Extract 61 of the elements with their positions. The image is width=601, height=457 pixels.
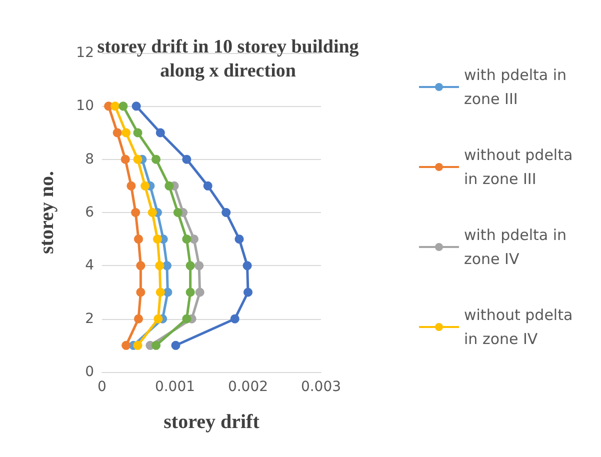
point <box>171 340 180 350</box>
point <box>140 181 150 190</box>
legend-label: with pdelta in zone IV <box>464 226 572 268</box>
point <box>154 314 163 324</box>
point <box>156 128 165 138</box>
point <box>203 181 212 190</box>
point <box>122 340 131 350</box>
legend-label: with pdelta in zone III <box>464 66 572 108</box>
point <box>195 288 204 297</box>
point <box>162 261 172 270</box>
legend-label: without pdelta in zone IV <box>464 306 578 348</box>
point <box>110 102 120 111</box>
point <box>126 181 136 190</box>
y-tick-label: 8 <box>85 151 94 168</box>
y-tick-label: 6 <box>85 204 94 220</box>
point <box>133 128 142 138</box>
y-axis-title: storey no. <box>36 171 58 254</box>
legend-label: without pdelta in zone III <box>464 146 578 188</box>
point <box>134 234 143 244</box>
point <box>136 261 146 270</box>
point <box>112 128 122 138</box>
point <box>134 314 143 324</box>
point <box>164 181 174 190</box>
point <box>156 288 165 297</box>
chart-title: storey drift in 10 storey building along x direction <box>97 36 360 82</box>
point <box>173 208 182 217</box>
y-tick-label: 4 <box>85 258 94 274</box>
point <box>152 234 162 244</box>
point <box>155 261 164 270</box>
point <box>189 234 198 244</box>
point <box>186 288 195 297</box>
point <box>182 154 192 164</box>
x-axis-title: storey drift <box>164 411 260 433</box>
y-tick-label: 2 <box>85 310 94 327</box>
point <box>148 208 157 217</box>
y-tick-label: 10 <box>76 98 94 114</box>
point <box>230 314 240 324</box>
y-tick-label: 0 <box>85 364 94 380</box>
point <box>186 261 195 270</box>
point <box>133 340 142 350</box>
point <box>182 234 192 244</box>
x-tick-label: 0 <box>98 379 106 395</box>
point <box>234 234 244 244</box>
point <box>242 261 252 270</box>
point <box>244 288 252 297</box>
x-tick-label: 0.002 <box>228 379 268 395</box>
point <box>133 154 142 164</box>
point <box>131 208 140 217</box>
y-tick-label: 12 <box>76 45 94 61</box>
point <box>182 314 192 324</box>
point <box>152 154 161 164</box>
point <box>152 340 161 350</box>
point <box>118 102 128 111</box>
point <box>136 288 146 297</box>
point <box>122 128 131 138</box>
point <box>132 102 141 111</box>
point <box>120 154 130 164</box>
x-tick-label: 0.001 <box>154 379 196 395</box>
point <box>222 208 231 217</box>
point <box>194 261 204 270</box>
x-tick-label: 0.003 <box>300 379 342 395</box>
